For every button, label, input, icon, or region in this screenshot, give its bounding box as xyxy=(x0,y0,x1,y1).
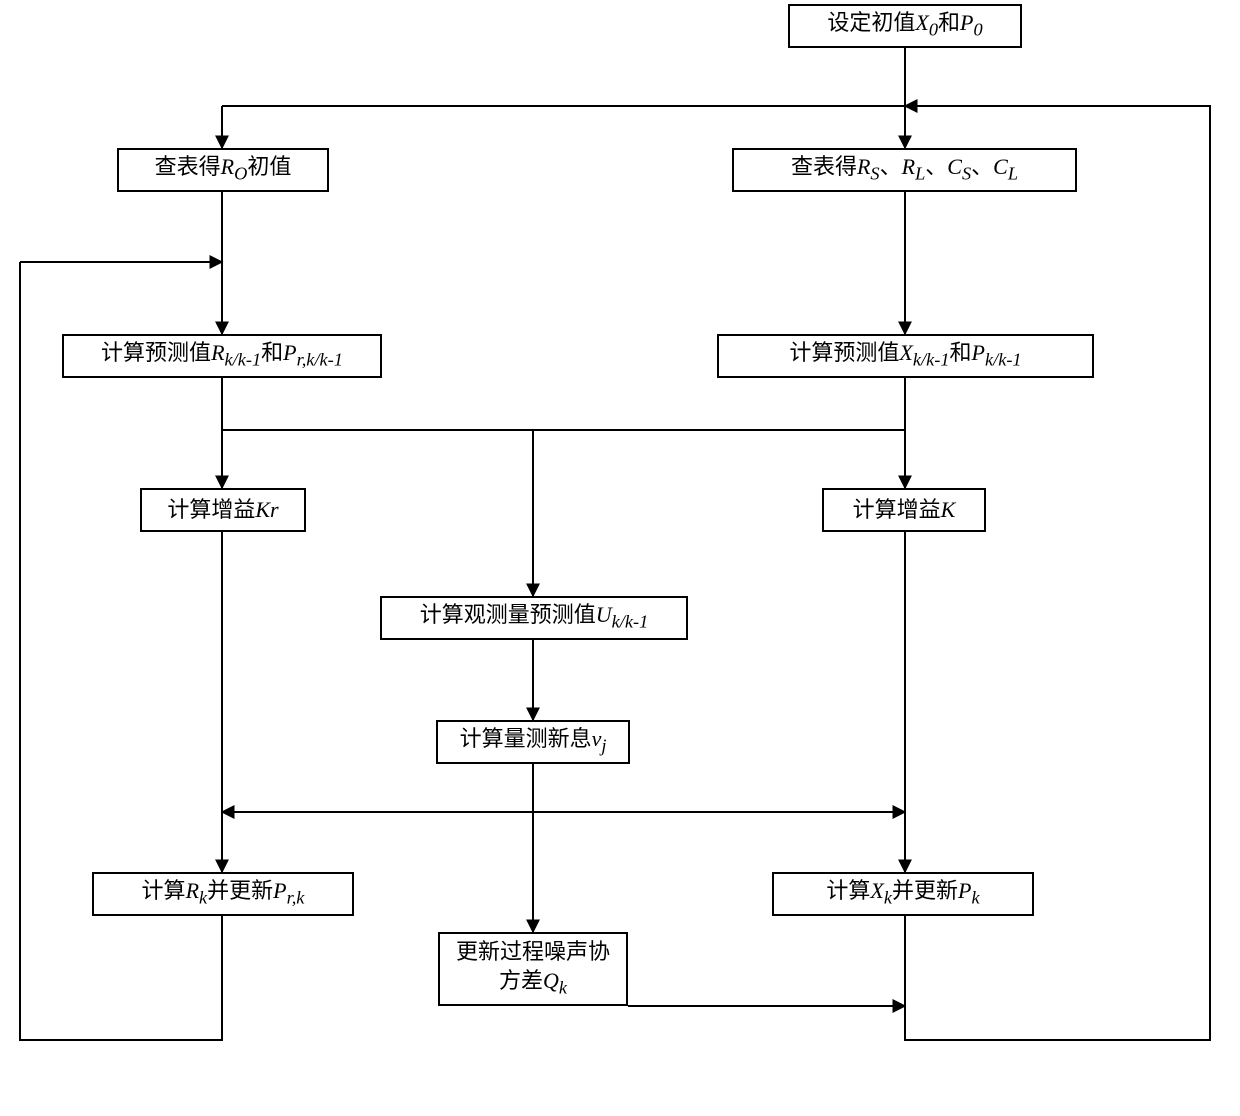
node-n2_right: 计算预测值Xk/k-1和Pk/k-1 xyxy=(717,334,1094,378)
node-n4_mid: 计算观测量预测值Uk/k-1 xyxy=(380,596,688,640)
node-n7_mid: 更新过程噪声协方差Qk xyxy=(438,932,628,1006)
node-label: 计算量测新息vj xyxy=(460,725,607,758)
node-n3_right: 计算增益K xyxy=(822,488,986,532)
node-n1_left: 查表得RO初值 xyxy=(117,148,329,192)
node-label: 计算Xk并更新Pk xyxy=(826,877,979,910)
node-n2_left: 计算预测值Rk/k-1和Pr,k/k-1 xyxy=(62,334,382,378)
node-label: 计算预测值Rk/k-1和Pr,k/k-1 xyxy=(101,339,343,372)
node-n6_left: 计算Rk并更新Pr,k xyxy=(92,872,354,916)
node-label: 查表得RO初值 xyxy=(155,153,292,186)
node-label: 查表得RS、RL、CS、CL xyxy=(791,153,1018,186)
node-label: 计算增益Kr xyxy=(167,496,278,525)
node-label: 计算增益K xyxy=(853,496,956,525)
node-label: 计算预测值Xk/k-1和Pk/k-1 xyxy=(789,339,1021,372)
node-label: 计算Rk并更新Pr,k xyxy=(142,877,305,910)
node-label: 计算观测量预测值Uk/k-1 xyxy=(420,601,649,634)
node-label: 设定初值X0和P0 xyxy=(827,9,982,42)
node-n6_right: 计算Xk并更新Pk xyxy=(772,872,1034,916)
node-n1_right: 查表得RS、RL、CS、CL xyxy=(732,148,1077,192)
node-label: 更新过程噪声协方差Qk xyxy=(452,938,614,1000)
node-n0: 设定初值X0和P0 xyxy=(788,4,1022,48)
node-n5_mid: 计算量测新息vj xyxy=(436,720,630,764)
node-n3_left: 计算增益Kr xyxy=(140,488,306,532)
edge xyxy=(20,262,222,1040)
